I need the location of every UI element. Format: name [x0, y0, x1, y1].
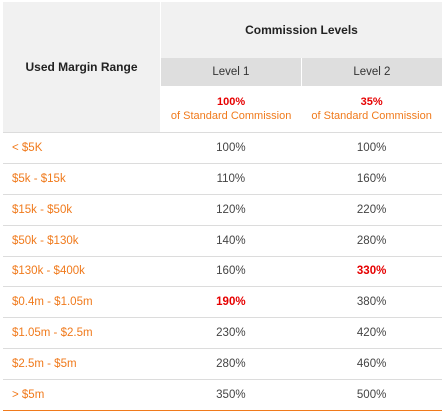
- table-row: > $5m 350% 500%: [3, 379, 442, 411]
- level-1-value-highlighted: 190%: [160, 286, 302, 319]
- margin-range-cell: > $5m: [3, 379, 161, 411]
- commission-levels-header: Commission Levels: [160, 2, 442, 58]
- level-2-header: Level 2: [301, 58, 442, 86]
- level-2-standard-pct: 35%: [360, 96, 383, 108]
- margin-range-cell: $0.4m - $1.05m: [3, 286, 161, 319]
- level-1-header: Level 1: [160, 58, 302, 86]
- level-1-value: 120%: [160, 194, 302, 226]
- level-1-value: 100%: [160, 132, 302, 164]
- level-1-standard-commission: 100% of Standard Commission: [160, 86, 302, 133]
- commission-levels-table: Used Margin Range Commission Levels Leve…: [3, 2, 442, 411]
- table-row: $15k - $50k 120% 220%: [3, 194, 442, 226]
- margin-range-cell: $130k - $400k: [3, 256, 161, 288]
- level-2-value: 100%: [301, 132, 442, 164]
- level-2-value: 280%: [301, 225, 442, 257]
- table-row: $1.05m - $2.5m 230% 420%: [3, 317, 442, 350]
- margin-range-cell: $1.05m - $2.5m: [3, 317, 161, 350]
- margin-range-cell: < $5K: [3, 132, 161, 164]
- margin-range-cell: $15k - $50k: [3, 194, 161, 226]
- level-2-standard-commission: 35% of Standard Commission: [301, 86, 442, 133]
- level-2-value: 220%: [301, 194, 442, 226]
- level-1-standard-text: of Standard Commission: [170, 110, 292, 122]
- level-1-value: 230%: [160, 317, 302, 350]
- table-row: $5k - $15k 110% 160%: [3, 163, 442, 195]
- table-row: < $5K 100% 100%: [3, 132, 442, 164]
- level-2-value: 380%: [301, 286, 442, 319]
- table-row: $2.5m - $5m 280% 460%: [3, 348, 442, 380]
- used-margin-range-header: Used Margin Range: [3, 2, 161, 133]
- margin-range-cell: $5k - $15k: [3, 163, 161, 195]
- table-row: $0.4m - $1.05m 190% 380%: [3, 286, 442, 319]
- level-2-value-highlighted: 330%: [301, 256, 442, 288]
- level-1-standard-pct: 100%: [217, 96, 246, 108]
- level-1-value: 350%: [160, 379, 302, 411]
- level-1-value: 140%: [160, 225, 302, 257]
- level-2-standard-text: of Standard Commission: [311, 110, 432, 122]
- margin-range-cell: $50k - $130k: [3, 225, 161, 257]
- level-1-value: 160%: [160, 256, 302, 288]
- level-2-value: 160%: [301, 163, 442, 195]
- margin-range-cell: $2.5m - $5m: [3, 348, 161, 380]
- level-1-value: 280%: [160, 348, 302, 380]
- level-2-value: 500%: [301, 379, 442, 411]
- level-1-value: 110%: [160, 163, 302, 195]
- table-row: $50k - $130k 140% 280%: [3, 225, 442, 257]
- level-2-value: 460%: [301, 348, 442, 380]
- level-2-value: 420%: [301, 317, 442, 350]
- table-row: $130k - $400k 160% 330%: [3, 256, 442, 288]
